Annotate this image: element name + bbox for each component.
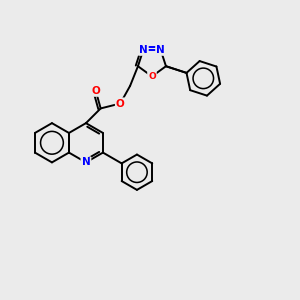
- Text: O: O: [148, 72, 156, 81]
- Text: O: O: [92, 86, 100, 96]
- Text: N: N: [139, 45, 148, 55]
- Text: N: N: [82, 158, 90, 167]
- Text: O: O: [116, 98, 125, 109]
- Text: N: N: [156, 45, 165, 55]
